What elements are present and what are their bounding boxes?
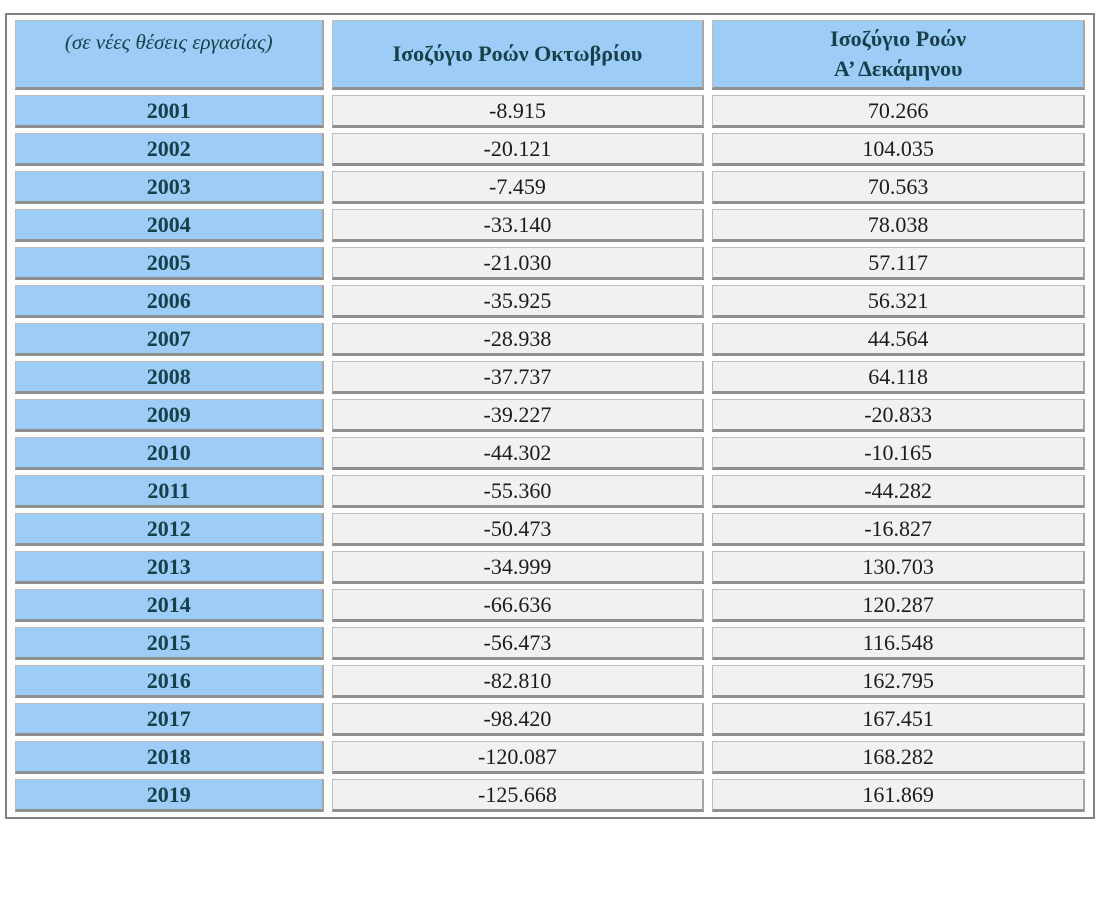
ten-month-balance-cell: -20.833 (712, 399, 1085, 432)
october-balance-cell: -35.925 (331, 285, 705, 318)
table-row: 2002 -20.121 104.035 (15, 133, 1085, 166)
table-row: 2006 -35.925 56.321 (15, 285, 1085, 318)
october-balance-cell: -28.938 (331, 323, 705, 356)
october-balance-cell: -39.227 (331, 399, 705, 432)
unit-header-cell: (σε νέες θέσεις εργασίας) (15, 20, 324, 90)
october-balance-cell: -8.915 (331, 95, 705, 128)
year-cell: 2004 (15, 209, 324, 242)
year-cell: 2002 (15, 133, 324, 166)
october-balance-cell: -7.459 (331, 171, 705, 204)
ten-month-balance-header: Ισοζύγιο Ροών Α’ Δεκάμηνου (712, 20, 1085, 90)
year-cell: 2019 (15, 779, 324, 812)
october-balance-cell: -125.668 (331, 779, 705, 812)
year-cell: 2009 (15, 399, 324, 432)
october-balance-cell: -33.140 (331, 209, 705, 242)
table-row: 2003 -7.459 70.563 (15, 171, 1085, 204)
year-cell: 2003 (15, 171, 324, 204)
ten-month-balance-cell: 161.869 (712, 779, 1085, 812)
year-cell: 2007 (15, 323, 324, 356)
ten-month-balance-cell: 70.563 (712, 171, 1085, 204)
table-row: 2013 -34.999 130.703 (15, 551, 1085, 584)
ten-month-balance-cell: 70.266 (712, 95, 1085, 128)
year-cell: 2016 (15, 665, 324, 698)
table-row: 2012 -50.473 -16.827 (15, 513, 1085, 546)
october-balance-cell: -37.737 (331, 361, 705, 394)
year-cell: 2015 (15, 627, 324, 660)
table-row: 2005 -21.030 57.117 (15, 247, 1085, 280)
year-cell: 2005 (15, 247, 324, 280)
ten-month-balance-cell: 64.118 (712, 361, 1085, 394)
october-balance-cell: -50.473 (331, 513, 705, 546)
ten-month-balance-cell: -16.827 (712, 513, 1085, 546)
ten-month-header-line-2: Α’ Δεκάμηνου (833, 56, 963, 81)
ten-month-balance-cell: 162.795 (712, 665, 1085, 698)
ten-month-balance-cell: 130.703 (712, 551, 1085, 584)
october-balance-cell: -55.360 (331, 475, 705, 508)
table-row: 2001 -8.915 70.266 (15, 95, 1085, 128)
table-row: 2010 -44.302 -10.165 (15, 437, 1085, 470)
year-cell: 2011 (15, 475, 324, 508)
ten-month-balance-cell: 44.564 (712, 323, 1085, 356)
table-row: 2009 -39.227 -20.833 (15, 399, 1085, 432)
october-balance-cell: -98.420 (331, 703, 705, 736)
table-row: 2008 -37.737 64.118 (15, 361, 1085, 394)
ten-month-balance-cell: 167.451 (712, 703, 1085, 736)
ten-month-balance-cell: -10.165 (712, 437, 1085, 470)
october-balance-cell: -34.999 (331, 551, 705, 584)
ten-month-balance-cell: 78.038 (712, 209, 1085, 242)
table-row: 2004 -33.140 78.038 (15, 209, 1085, 242)
ten-month-header-line-1: Ισοζύγιο Ροών (830, 26, 967, 51)
table-row: 2017 -98.420 167.451 (15, 703, 1085, 736)
ten-month-balance-cell: 116.548 (712, 627, 1085, 660)
table-row: 2014 -66.636 120.287 (15, 589, 1085, 622)
october-balance-cell: -21.030 (331, 247, 705, 280)
ten-month-balance-cell: 120.287 (712, 589, 1085, 622)
october-balance-cell: -66.636 (331, 589, 705, 622)
year-cell: 2018 (15, 741, 324, 774)
year-cell: 2010 (15, 437, 324, 470)
year-cell: 2014 (15, 589, 324, 622)
october-balance-cell: -82.810 (331, 665, 705, 698)
table-row: 2016 -82.810 162.795 (15, 665, 1085, 698)
table-row: 2015 -56.473 116.548 (15, 627, 1085, 660)
ten-month-balance-cell: 104.035 (712, 133, 1085, 166)
year-cell: 2006 (15, 285, 324, 318)
table-row: 2019 -125.668 161.869 (15, 779, 1085, 812)
table-row: 2011 -55.360 -44.282 (15, 475, 1085, 508)
table-row: 2007 -28.938 44.564 (15, 323, 1085, 356)
year-cell: 2012 (15, 513, 324, 546)
job-flows-table: (σε νέες θέσεις εργασίας) Ισοζύγιο Ροών … (5, 13, 1095, 819)
ten-month-balance-cell: -44.282 (712, 475, 1085, 508)
october-balance-cell: -20.121 (331, 133, 705, 166)
ten-month-balance-cell: 57.117 (712, 247, 1085, 280)
ten-month-balance-cell: 56.321 (712, 285, 1085, 318)
header-row: (σε νέες θέσεις εργασίας) Ισοζύγιο Ροών … (15, 20, 1085, 90)
year-cell: 2013 (15, 551, 324, 584)
ten-month-balance-cell: 168.282 (712, 741, 1085, 774)
october-balance-cell: -120.087 (331, 741, 705, 774)
october-balance-header: Ισοζύγιο Ροών Οκτωβρίου (331, 20, 705, 90)
year-cell: 2001 (15, 95, 324, 128)
october-balance-cell: -56.473 (331, 627, 705, 660)
year-cell: 2008 (15, 361, 324, 394)
year-cell: 2017 (15, 703, 324, 736)
table-row: 2018 -120.087 168.282 (15, 741, 1085, 774)
table-body: 2001 -8.915 70.266 2002 -20.121 104.035 2003 -7… (15, 95, 1085, 812)
october-balance-cell: -44.302 (331, 437, 705, 470)
